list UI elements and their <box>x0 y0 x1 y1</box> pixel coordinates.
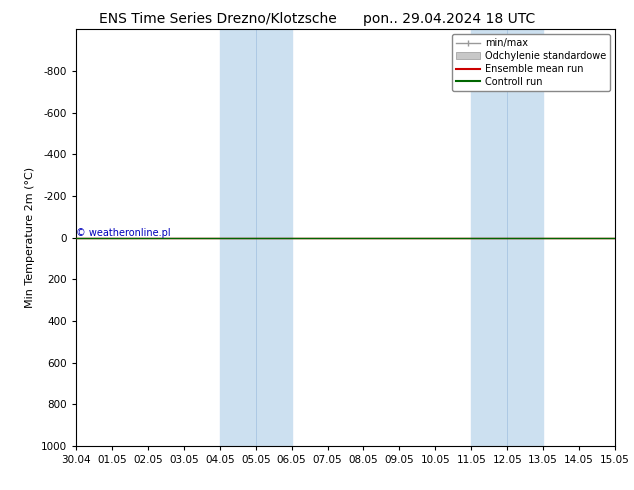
Bar <box>220 29 292 446</box>
Y-axis label: Min Temperature 2m (°C): Min Temperature 2m (°C) <box>25 167 36 308</box>
Bar <box>471 29 543 446</box>
Text: ENS Time Series Drezno/Klotzsche      pon.. 29.04.2024 18 UTC: ENS Time Series Drezno/Klotzsche pon.. 2… <box>99 12 535 26</box>
Text: © weatheronline.pl: © weatheronline.pl <box>77 228 171 238</box>
Legend: min/max, Odchylenie standardowe, Ensemble mean run, Controll run: min/max, Odchylenie standardowe, Ensembl… <box>452 34 610 91</box>
